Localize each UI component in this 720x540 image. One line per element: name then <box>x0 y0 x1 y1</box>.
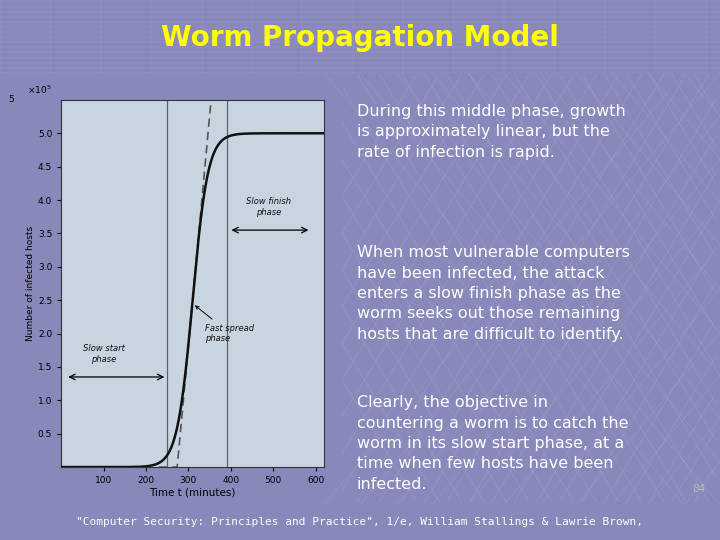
Text: When most vulnerable computers
have been infected, the attack
enters a slow fini: When most vulnerable computers have been… <box>357 245 630 342</box>
Text: During this middle phase, growth
is approximately linear, but the
rate of infect: During this middle phase, growth is appr… <box>357 104 626 160</box>
Text: Slow finish
phase: Slow finish phase <box>246 197 292 217</box>
Text: $\times 10^5$: $\times 10^5$ <box>27 84 52 96</box>
Text: Clearly, the objective in
countering a worm is to catch the
worm in its slow sta: Clearly, the objective in countering a w… <box>357 395 629 492</box>
Text: Worm Propagation Model: Worm Propagation Model <box>161 24 559 52</box>
Text: Slow start
phase: Slow start phase <box>83 344 125 363</box>
Text: 5: 5 <box>8 96 14 104</box>
Text: Fast spread
phase: Fast spread phase <box>196 306 254 343</box>
Text: "Computer Security: Principles and Practice", 1/e, William Stallings & Lawrie Br: "Computer Security: Principles and Pract… <box>76 517 644 528</box>
Y-axis label: Number of infected hosts: Number of infected hosts <box>26 226 35 341</box>
Text: 84: 84 <box>692 484 705 494</box>
X-axis label: Time t (minutes): Time t (minutes) <box>150 488 235 498</box>
